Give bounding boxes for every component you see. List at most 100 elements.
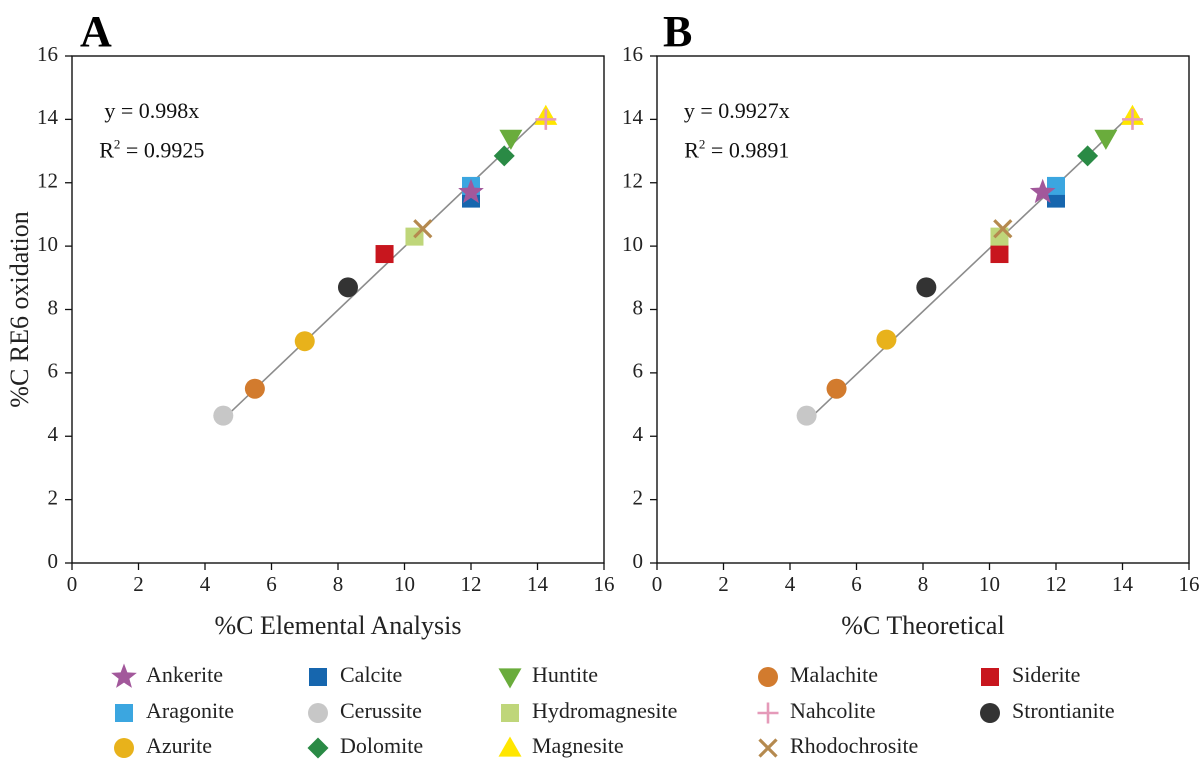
legend-label: Cerussite [340,698,422,723]
legend-marker-calcite [309,668,327,686]
x-tick-label: 8 [918,572,929,596]
y-tick-label: 6 [48,359,59,383]
legend-marker-dolomite [307,737,329,759]
x-tick-label: 4 [200,572,211,596]
regression-equation: y = 0.9927x [684,98,790,123]
legend-label: Strontianite [1012,698,1115,723]
point-strontianite [337,277,358,298]
fit-line [221,110,549,422]
y-tick-label: 6 [633,359,644,383]
x-tick-label: 14 [1112,572,1134,596]
y-tick-label: 0 [48,549,59,573]
y-tick-label: 2 [633,485,644,509]
panel-a: A 0 2 4 6 8 10 12 14 16 0 2 4 6 8 10 12 14 16 %C Elemental … [5,7,615,640]
legend-label: Magnesite [532,733,624,758]
x-axis-title: %C Theoretical [841,611,1004,640]
legend-label: Dolomite [340,733,423,758]
legend-item-azurite: Azurite [114,733,212,758]
legend-marker-huntite [498,668,522,689]
legend-item-aragonite: Aragonite [115,698,234,723]
point-dolomite [1077,145,1099,167]
x-axis-title: %C Elemental Analysis [215,611,462,640]
legend-label: Azurite [146,733,212,758]
y-axis-title: %C RE6 oxidation [5,211,34,407]
x-tick-label: 8 [333,572,344,596]
fit-line [806,112,1134,423]
y-tick-label: 12 [37,169,58,193]
y-tick-label: 0 [633,549,644,573]
x-tick-label: 14 [527,572,549,596]
legend-marker-siderite [981,668,999,686]
legend-item-dolomite: Dolomite [307,733,423,759]
y-tick-label: 12 [622,169,643,193]
legend-label: Aragonite [146,698,234,723]
x-tick-label: 6 [266,572,277,596]
legend-item-calcite: Calcite [309,662,402,687]
point-ankerite [458,178,484,204]
legend-marker-rhodochrosite [758,738,778,758]
y-tick-label: 10 [622,232,643,256]
legend-label: Calcite [340,662,402,687]
y-tick-label: 16 [37,42,58,66]
legend-label: Rhodochrosite [790,733,918,758]
legend-marker-magnesite [498,736,522,757]
point-siderite [990,245,1009,264]
point-dolomite [493,145,515,167]
y-tick-label: 8 [48,295,59,319]
x-tick-label: 16 [1179,572,1200,596]
legend-item-hydromagnesite: Hydromagnesite [501,698,677,723]
x-tick-label: 4 [785,572,796,596]
x-tick-label: 0 [652,572,663,596]
panel-label: B [663,7,692,56]
legend-item-ankerite: Ankerite [111,662,223,688]
point-nahcolite [1121,108,1143,130]
y-tick-label: 4 [633,422,644,446]
panel-label: A [80,7,112,56]
point-cerussite [796,405,817,426]
y-tick-label: 2 [48,485,59,509]
data-points [213,104,558,426]
point-nahcolite [535,108,557,130]
y-tick-label: 10 [37,232,58,256]
y-tick-label: 8 [633,295,644,319]
panels: A 0 2 4 6 8 10 12 14 16 0 2 4 6 8 10 12 14 16 %C Elemental … [5,7,1200,640]
r-squared: R2 = 0.9891 [684,136,789,162]
legend-marker-malachite [758,667,778,687]
legend: Ankerite Aragonite Azurite Calcite Cerussite… [111,662,1115,759]
x-tick-label: 10 [979,572,1000,596]
point-malachite [826,378,847,399]
point-rhodochrosite [413,219,433,239]
x-tick-label: 6 [851,572,862,596]
point-strontianite [916,277,937,298]
legend-item-nahcolite: Nahcolite [757,698,876,724]
legend-label: Malachite [790,662,878,687]
y-tick-label: 4 [48,422,59,446]
point-rhodochrosite [993,219,1013,239]
legend-item-cerussite: Cerussite [308,698,422,723]
legend-marker-ankerite [111,663,137,688]
legend-item-siderite: Siderite [981,662,1080,687]
legend-marker-aragonite [115,704,133,722]
point-huntite [1094,129,1118,150]
y-tick-label: 16 [622,42,643,66]
point-azurite [294,331,315,352]
legend-item-malachite: Malachite [758,662,878,687]
y-tick-label: 14 [622,105,644,129]
x-tick-label: 10 [394,572,415,596]
legend-label: Huntite [532,662,598,687]
legend-item-huntite: Huntite [498,662,598,689]
panel-b: B 0 2 4 6 8 10 12 14 16 0 2 4 6 8 10 12 14 16 %C Theoretica… [622,7,1200,640]
x-tick-label: 0 [67,572,78,596]
x-tick-label: 2 [718,572,729,596]
legend-item-magnesite: Magnesite [498,733,624,758]
legend-label: Nahcolite [790,698,876,723]
legend-label: Siderite [1012,662,1080,687]
legend-marker-azurite [114,738,134,758]
point-huntite [499,129,523,150]
legend-label: Hydromagnesite [532,698,677,723]
point-siderite [375,245,394,264]
y-tick-label: 14 [37,105,59,129]
x-tick-label: 16 [594,572,615,596]
point-malachite [244,378,265,399]
x-tick-label: 2 [133,572,144,596]
